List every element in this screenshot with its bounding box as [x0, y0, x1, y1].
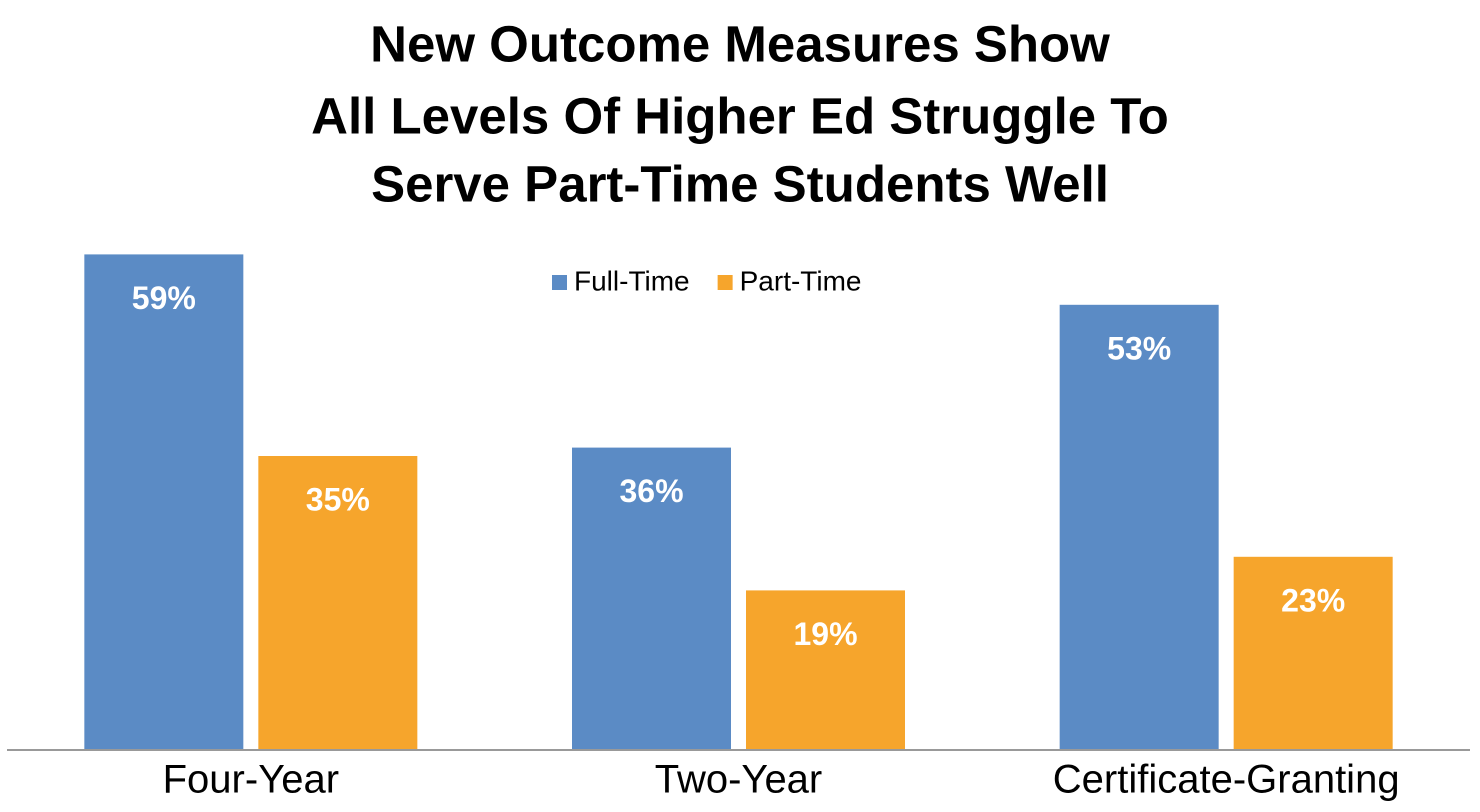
chart-title: New Outcome Measures Show: [370, 15, 1110, 72]
bar: [84, 254, 244, 750]
legend-swatch: [717, 275, 733, 290]
bar: [1233, 556, 1393, 750]
value-label: 23%: [1281, 582, 1345, 618]
bar: [1059, 304, 1219, 750]
bar: [258, 456, 418, 750]
legend-label: Part-Time: [740, 265, 862, 296]
x-tick-label: Two-Year: [655, 758, 823, 802]
chart-title: Serve Part-Time Students Well: [371, 155, 1109, 212]
value-label: 53%: [1107, 330, 1171, 366]
value-label: 35%: [306, 481, 370, 517]
chart-title: All Levels Of Higher Ed Struggle To: [311, 87, 1169, 144]
bar: [572, 447, 731, 750]
value-label: 59%: [132, 280, 196, 316]
value-label: 19%: [793, 616, 857, 652]
legend-swatch: [552, 275, 567, 290]
legend-label: Full-Time: [574, 265, 690, 296]
value-label: 36%: [619, 473, 683, 509]
bar: [746, 590, 905, 750]
x-tick-label: Certificate-Granting: [1053, 758, 1400, 802]
x-tick-label: Four-Year: [163, 758, 339, 802]
